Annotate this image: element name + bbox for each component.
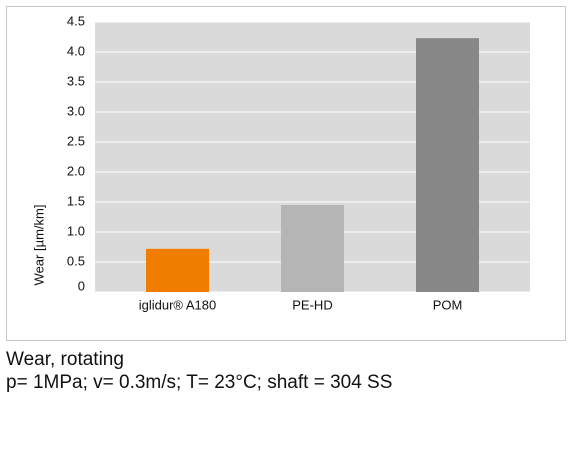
caption-subtitle: p= 1MPa; v= 0.3m/s; T= 23°C; shaft = 304…: [6, 372, 392, 393]
caption-title: Wear, rotating: [6, 349, 124, 370]
y-tick-label: 3.0: [67, 103, 85, 118]
x-tick-label: iglidur® A180: [139, 297, 217, 312]
y-tick-label: 0.5: [67, 253, 85, 268]
bar: [146, 248, 209, 292]
bar: [416, 38, 479, 293]
y-tick-label: 4.5: [67, 13, 85, 28]
y-tick-label: 0: [78, 278, 85, 293]
y-tick-label: 1.0: [67, 223, 85, 238]
bar: [281, 205, 344, 292]
y-tick-label: 3.5: [67, 73, 85, 88]
y-tick-label: 1.5: [67, 193, 85, 208]
y-tick-label: 2.5: [67, 133, 85, 148]
y-axis-label: Wear [µm/km]: [31, 205, 46, 286]
x-tick-label: PE-HD: [292, 297, 332, 312]
x-tick-label: POM: [433, 297, 463, 312]
y-tick-label: 4.0: [67, 43, 85, 58]
y-tick-label: 2.0: [67, 163, 85, 178]
